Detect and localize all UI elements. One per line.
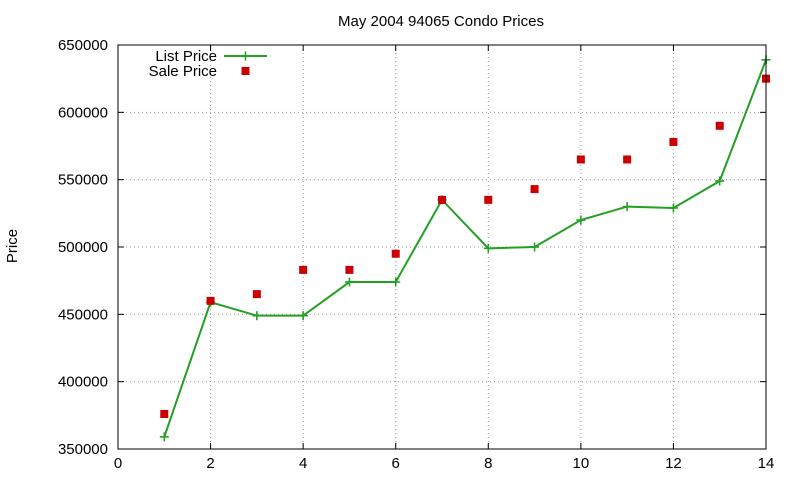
axes: 0 2 4 6 8 10 12 14 350000 400000 450000 500000 55000… [58,37,774,472]
x-tick-label: 14 [758,455,775,472]
x-tick-label: 4 [299,455,307,472]
list-price-point [391,277,401,287]
x-tick-label: 8 [484,455,492,472]
legend-label-list-price: List Price [155,48,217,65]
x-tick-label: 10 [573,455,590,472]
y-tick-label: 650000 [58,37,108,54]
legend-swatch-sale-price [241,67,250,75]
list-price-point [622,202,632,212]
sale-price-point [484,195,493,204]
y-axis-label: Price [4,229,21,263]
x-tick-label: 0 [114,455,122,472]
sale-price-point [669,137,678,146]
y-tick-label: 550000 [58,172,108,189]
x-tick-label: 6 [392,455,400,472]
list-price-point [159,432,169,442]
grid [118,45,766,449]
legend-marker-list-price [241,51,250,61]
sale-price-point [576,155,585,164]
sale-price-point [299,265,308,274]
sale-price-point [345,265,354,274]
list-price-point [576,215,586,225]
list-price-point [344,277,354,287]
y-tick-label: 350000 [58,441,108,458]
legend-label-sale-price: Sale Price [149,63,217,80]
sale-price-point [715,121,724,130]
sale-price-point [252,290,261,299]
legend: List Price Sale Price [149,48,267,80]
sale-price-point [623,155,632,164]
sale-price-point [206,296,215,305]
list-price-point [298,311,308,321]
list-price-point [252,311,262,321]
sale-price-point [391,249,400,258]
chart-title: May 2004 94065 Condo Prices [338,13,544,30]
y-tick-label: 400000 [58,374,108,391]
plot-area [159,55,771,442]
sale-price-point [530,185,539,194]
list-price-point [530,242,540,252]
x-tick-label: 12 [665,455,682,472]
x-tick-label: 2 [206,455,214,472]
sale-price-point [160,409,169,418]
y-tick-label: 600000 [58,104,108,121]
plot-frame [117,44,767,450]
sale-price-point [438,195,446,204]
list-price-point [715,176,725,186]
series-line-list-price [163,59,767,438]
list-price-point [483,243,493,253]
list-price-point [668,203,678,213]
y-tick-label: 500000 [58,239,108,256]
y-tick-label: 450000 [58,306,108,323]
